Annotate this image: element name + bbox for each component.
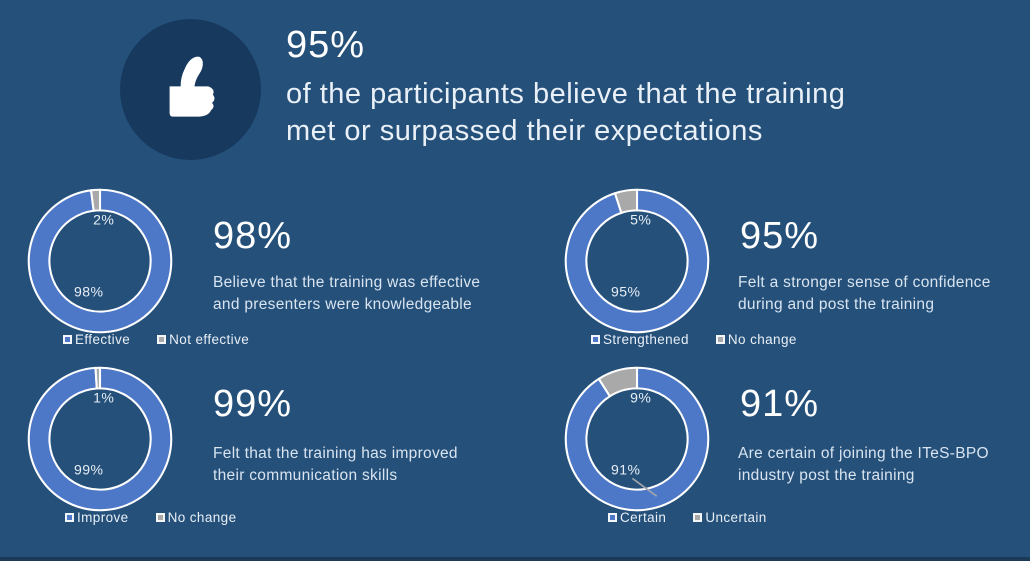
- donut-slice: [94, 366, 102, 390]
- legend-label: Effective: [75, 332, 131, 347]
- donut-chart: 2% 98%: [27, 188, 173, 334]
- stat-headline: 95%: [740, 215, 820, 257]
- thumbs-up-icon: [169, 56, 214, 117]
- legend-label: No change: [167, 510, 237, 525]
- stat-description-line1: Felt a stronger sense of confidence: [738, 274, 991, 291]
- stat-block-confidence: 5% 95% Strengthened No change 95% Felt a…: [562, 186, 1030, 358]
- donut-chart: 1% 99%: [27, 366, 173, 512]
- legend-swatch: [155, 513, 165, 522]
- legend-item: No change: [155, 510, 237, 525]
- donut-slice: [597, 366, 639, 398]
- donut-slice: [564, 188, 710, 334]
- legend-label: Certain: [620, 510, 667, 525]
- donut-minor-label: 1%: [93, 389, 114, 405]
- donut-chart: 9% 91%: [564, 366, 710, 512]
- stat-block-effective: 2% 98% Effective Not effective 98% Belie…: [25, 186, 535, 358]
- legend: Improve No change: [65, 510, 236, 525]
- donut-slice: [564, 366, 710, 512]
- stat-description: Are certain of joining the ITeS-BPO indu…: [738, 443, 989, 487]
- label-leader-line: [631, 477, 658, 497]
- donut-minor-label: 5%: [630, 211, 651, 227]
- donut-slice: [90, 188, 102, 212]
- stat-block-communication: 1% 99% Improve No change 99% Felt that t…: [25, 364, 535, 536]
- legend-label: Uncertain: [705, 510, 767, 525]
- donut-slice: [27, 188, 173, 334]
- legend-item: Strengthened: [591, 332, 689, 347]
- header-subtitle-line2: met or surpassed their expectations: [286, 114, 763, 147]
- stat-description-line2: industry post the training: [738, 467, 915, 484]
- donut-major-label: 95%: [611, 284, 641, 300]
- stat-description-line1: Felt that the training has improved: [213, 445, 458, 462]
- donut-major-label: 98%: [74, 284, 104, 300]
- legend-item: Uncertain: [693, 510, 766, 525]
- header-text: 95% of the participants believe that the…: [286, 24, 845, 150]
- legend-label: Strengthened: [603, 332, 689, 347]
- stat-description-line1: Are certain of joining the ITeS-BPO: [738, 445, 989, 462]
- legend: Strengthened No change: [591, 332, 797, 347]
- donut-major-label: 91%: [611, 462, 641, 478]
- legend-swatch: [715, 335, 725, 344]
- stat-headline: 99%: [213, 383, 293, 425]
- legend-item: Improve: [65, 510, 129, 525]
- stat-block-industry: 9% 91% Certain Uncertain 91% Are certain…: [562, 364, 1030, 536]
- legend-swatch: [591, 335, 600, 344]
- stat-description-line2: during and post the training: [738, 296, 935, 313]
- stat-headline: 91%: [740, 383, 820, 425]
- donut-chart: 5% 95%: [564, 188, 710, 334]
- donut-minor-label: 2%: [93, 211, 114, 227]
- legend-swatch: [693, 513, 703, 522]
- legend-swatch: [65, 513, 74, 522]
- legend-label: No change: [727, 332, 797, 347]
- stat-description-line2: their communication skills: [213, 467, 398, 484]
- donut-slice: [613, 188, 639, 214]
- stat-headline: 98%: [213, 215, 293, 257]
- legend-swatch: [608, 513, 617, 522]
- thumbs-up-badge: [120, 19, 261, 160]
- legend-item: Certain: [608, 510, 666, 525]
- legend: Effective Not effective: [63, 332, 249, 347]
- header-subtitle: of the participants believe that the tra…: [286, 76, 845, 150]
- donut-major-label: 99%: [74, 462, 104, 478]
- stat-description-line2: and presenters were knowledgeable: [213, 296, 472, 313]
- legend-label: Not effective: [169, 332, 250, 347]
- legend-item: Not effective: [157, 332, 249, 347]
- stat-description: Believe that the training was effective …: [213, 272, 480, 316]
- legend-item: Effective: [63, 332, 130, 347]
- legend-swatch: [63, 335, 72, 344]
- bottom-edge: [0, 557, 1030, 561]
- donut-minor-label: 9%: [630, 389, 651, 405]
- stat-description-line1: Believe that the training was effective: [213, 274, 481, 291]
- legend-item: No change: [715, 332, 797, 347]
- legend: Certain Uncertain: [608, 510, 767, 525]
- header-stat: 95%: [286, 24, 366, 66]
- header-subtitle-line1: of the participants believe that the tra…: [286, 77, 846, 110]
- stat-description: Felt that the training has improved thei…: [213, 443, 458, 487]
- legend-label: Improve: [77, 510, 129, 525]
- donut-slice: [27, 366, 173, 512]
- stat-description: Felt a stronger sense of confidence duri…: [738, 272, 991, 316]
- legend-swatch: [157, 335, 167, 344]
